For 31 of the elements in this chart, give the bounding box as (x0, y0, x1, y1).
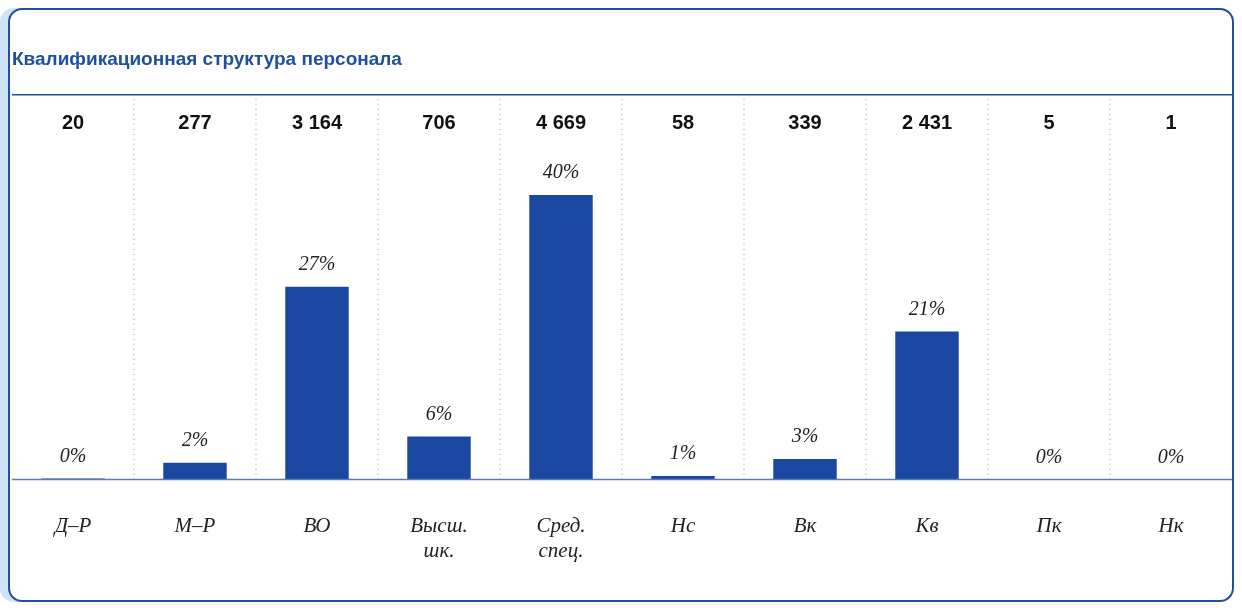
x-tick-label: М–Р (173, 512, 216, 537)
x-tick-label: Сред. спец. (536, 512, 586, 562)
x-tick-label: Нк (1157, 512, 1184, 537)
x-tick-label: Пк (1035, 512, 1062, 537)
data-label: 1 (1165, 111, 1177, 134)
annotation: 0% (1157, 444, 1185, 467)
annotation: 0% (59, 443, 87, 466)
annotation: 6% (425, 401, 453, 424)
data-label: 339 (788, 111, 822, 134)
annotation: 2% (181, 427, 209, 450)
annotation: 1% (669, 441, 697, 464)
annotation: 3% (790, 424, 819, 447)
data-label: 2 431 (901, 111, 953, 134)
annotation: 21% (908, 296, 946, 319)
x-tick-label: Кв (914, 512, 939, 537)
data-label: 58 (671, 111, 695, 134)
x-tick-label: ВО (303, 512, 331, 537)
data-label: 4 669 (535, 111, 587, 134)
annotation: 0% (1035, 444, 1063, 467)
chart-title: Квалификационная структура персонала (12, 47, 403, 69)
data-label: 20 (61, 111, 85, 134)
data-label: 706 (422, 111, 456, 134)
x-tick-label: Нс (669, 512, 696, 537)
annotation: 27% (298, 252, 336, 274)
data-label: 5 (1043, 111, 1055, 134)
x-tick-label: Высш. шк. (410, 512, 468, 562)
x-tick-label: Д–Р (52, 512, 92, 537)
data-label: 3 164 (291, 111, 343, 134)
data-label: 277 (178, 111, 212, 134)
x-tick-label: Вк (793, 512, 817, 537)
annotation: 40% (542, 160, 580, 183)
